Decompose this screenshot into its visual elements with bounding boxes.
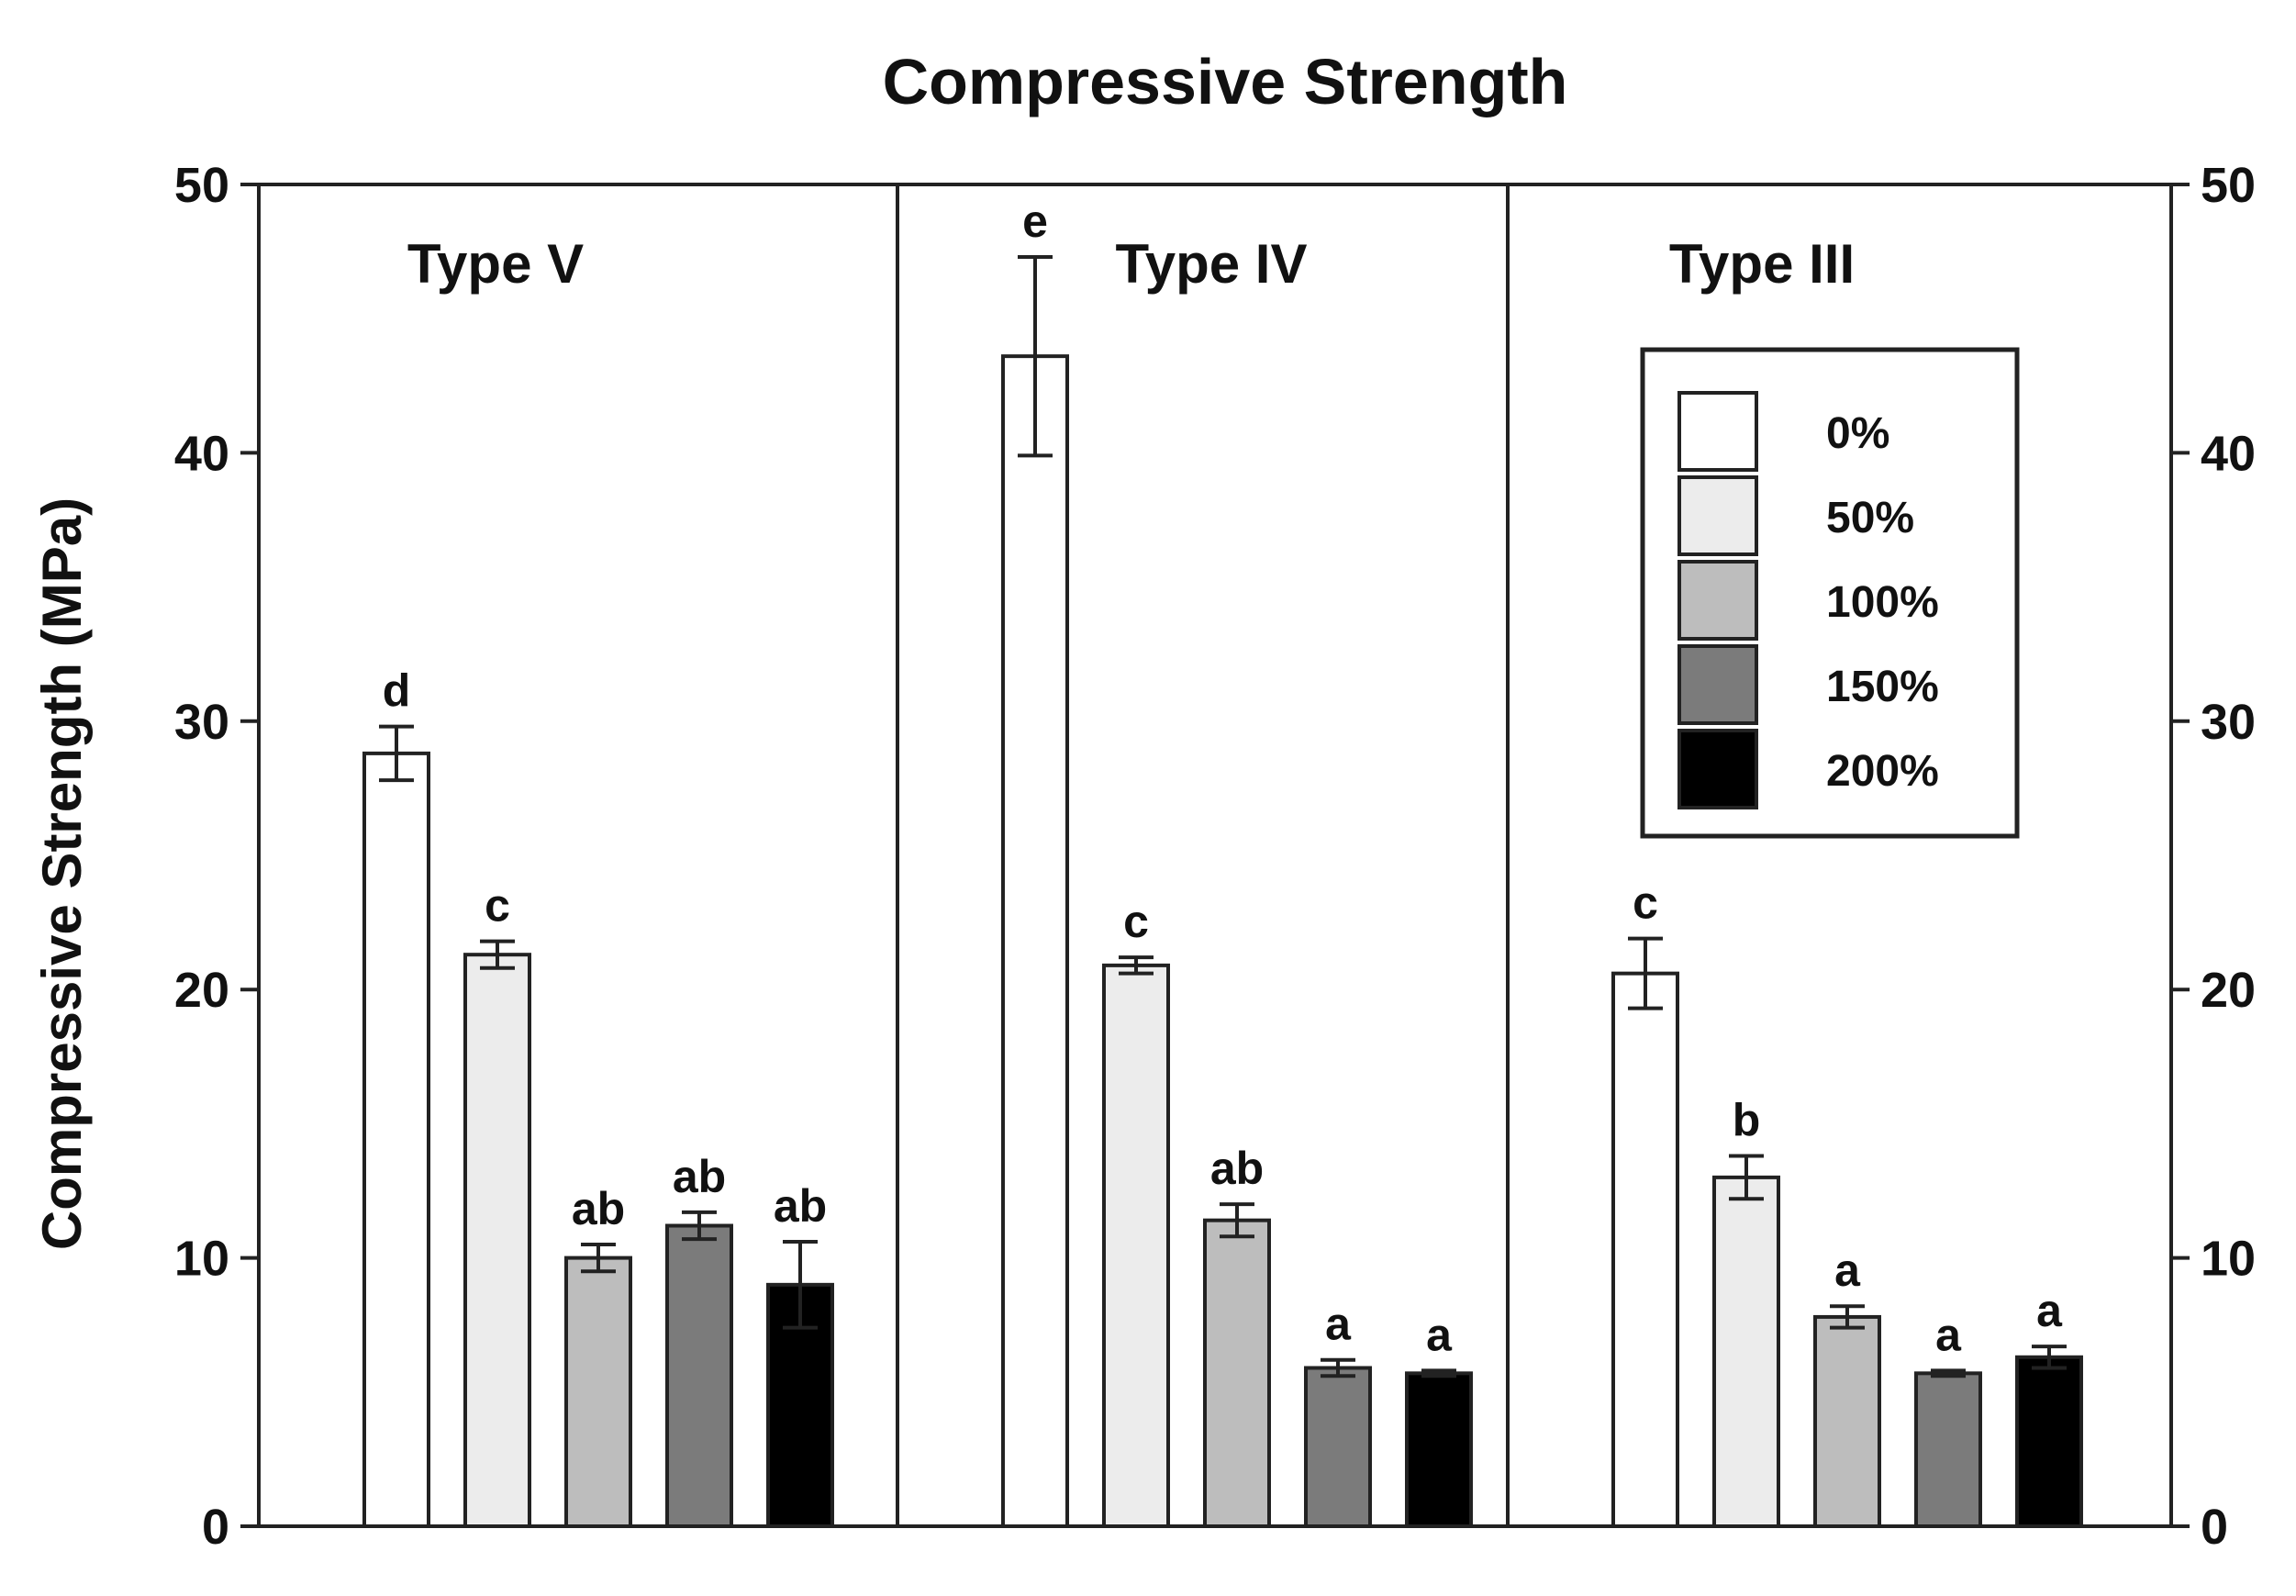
panel-label: Type III <box>1669 233 1855 295</box>
legend-label: 200% <box>1826 747 1939 796</box>
bar <box>766 1282 834 1528</box>
y-tick-label-left: 10 <box>174 1232 229 1287</box>
bar <box>1611 971 1679 1528</box>
significance-letter: c <box>485 880 510 932</box>
significance-letter: ab <box>1210 1143 1264 1194</box>
bar <box>1712 1175 1780 1528</box>
y-tick-label-right: 20 <box>2201 963 2256 1018</box>
y-tick-label-left: 50 <box>174 158 229 213</box>
significance-letter: e <box>1022 195 1048 247</box>
bar <box>463 953 531 1528</box>
bar <box>1914 1371 1982 1529</box>
bar <box>1405 1371 1473 1529</box>
bar <box>1203 1218 1271 1528</box>
bar <box>2015 1355 2083 1528</box>
legend: 0% 50% 100% 150% 200% <box>1640 347 2020 839</box>
panel-label: Type V <box>407 233 584 295</box>
legend-swatch <box>1677 729 1758 809</box>
bar <box>564 1256 632 1528</box>
legend-label: 0% <box>1826 409 1889 458</box>
bar <box>665 1223 733 1528</box>
significance-letter: a <box>1325 1299 1352 1350</box>
chart-title: Compressive Strength <box>883 46 1568 117</box>
legend-label: 100% <box>1826 578 1939 627</box>
legend-swatch <box>1677 644 1758 725</box>
significance-letter: c <box>1633 877 1658 929</box>
significance-letter: b <box>1733 1094 1761 1145</box>
significance-letter: a <box>1935 1309 1962 1360</box>
y-tick-label-left: 0 <box>202 1500 229 1555</box>
bar <box>1102 963 1170 1529</box>
y-tick-label-right: 40 <box>2201 426 2256 481</box>
y-tick-label-left: 20 <box>174 963 229 1018</box>
bar <box>1304 1366 1372 1529</box>
significance-letter: ab <box>572 1183 625 1234</box>
significance-letter: a <box>2036 1285 2063 1336</box>
y-tick-label-right: 50 <box>2201 158 2256 213</box>
significance-letter: d <box>383 665 411 717</box>
legend-swatch <box>1677 475 1758 556</box>
legend-swatch <box>1677 391 1758 472</box>
plot-area: 0 0 10 10 20 20 30 30 40 40 50 50 Compressive Streng… <box>31 158 2256 1555</box>
significance-letter: a <box>1834 1244 1861 1296</box>
y-tick-label-left: 40 <box>174 426 229 481</box>
bar <box>1813 1314 1881 1528</box>
y-tick-label-right: 30 <box>2201 695 2256 750</box>
y-tick-label-left: 30 <box>174 695 229 750</box>
y-tick-label-right: 10 <box>2201 1232 2256 1287</box>
y-tick-label-right: 0 <box>2201 1500 2228 1555</box>
significance-letter: c <box>1123 896 1149 947</box>
bar <box>362 751 430 1528</box>
significance-letter: ab <box>774 1180 827 1232</box>
panel-label: Type IV <box>1116 233 1308 295</box>
legend-swatch <box>1677 560 1758 641</box>
significance-letter: ab <box>673 1151 726 1202</box>
legend-label: 50% <box>1826 494 1914 542</box>
bar <box>1001 354 1069 1528</box>
legend-label: 150% <box>1826 663 1939 711</box>
y-axis-label: Compressive Strength (MPa) <box>31 497 93 1250</box>
significance-letter: a <box>1426 1309 1453 1360</box>
